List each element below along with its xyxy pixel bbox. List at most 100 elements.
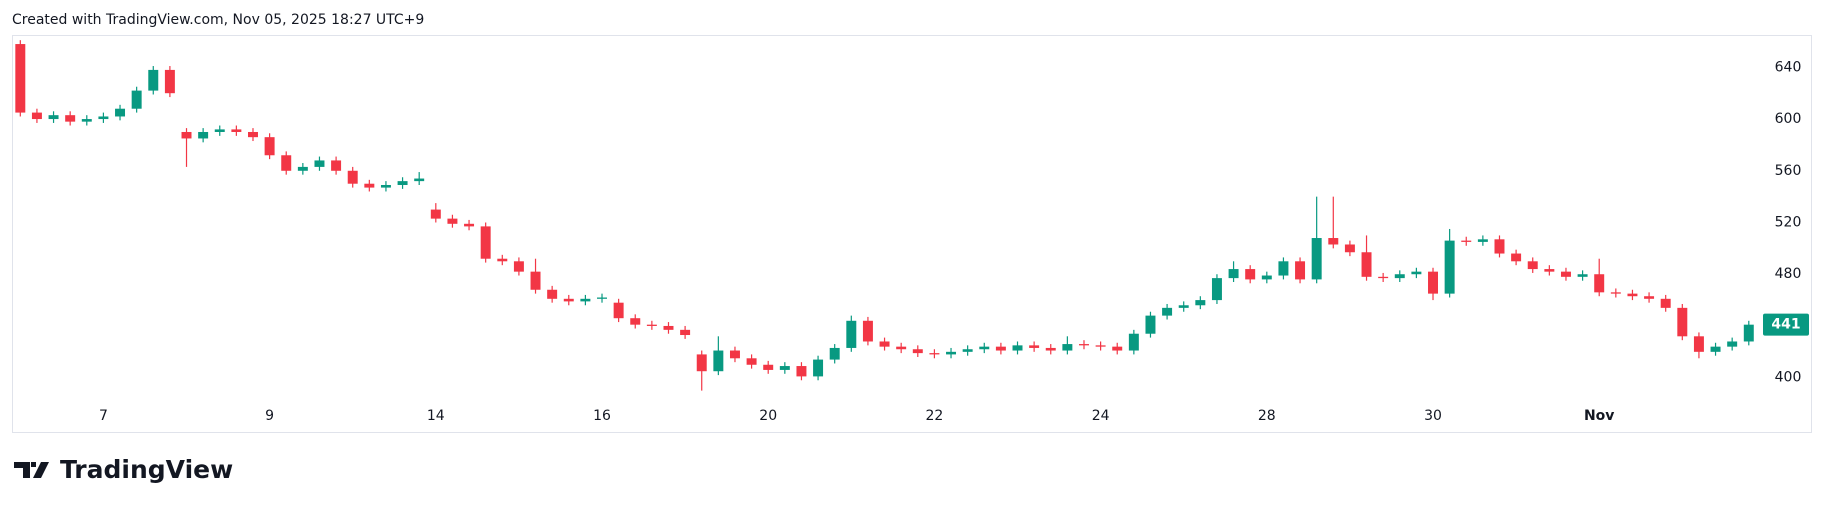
candle-body bbox=[1228, 269, 1239, 279]
y-tick-label: 480 bbox=[1775, 266, 1802, 282]
candle-body bbox=[314, 160, 325, 167]
candle-body bbox=[1278, 261, 1289, 276]
candle-body bbox=[1012, 345, 1023, 351]
candle-body bbox=[1527, 261, 1538, 270]
candle-body bbox=[81, 119, 92, 122]
candle-body bbox=[663, 325, 674, 330]
candle-body bbox=[1211, 278, 1222, 301]
candle-body bbox=[98, 116, 109, 120]
candle-body bbox=[281, 155, 292, 171]
candle-body bbox=[1577, 274, 1588, 277]
candle-body bbox=[813, 359, 824, 377]
candle-body bbox=[1743, 324, 1754, 342]
y-tick-label: 520 bbox=[1775, 215, 1802, 231]
candle-body bbox=[946, 351, 957, 355]
brand-name: TradingView bbox=[60, 455, 233, 484]
candle-body bbox=[331, 160, 342, 171]
x-tick-label: 16 bbox=[593, 408, 611, 424]
candle-body bbox=[630, 318, 641, 325]
candle-body bbox=[1195, 300, 1206, 306]
candle-body bbox=[1261, 275, 1272, 280]
candle-body bbox=[464, 223, 475, 227]
candle-body bbox=[31, 112, 42, 120]
candle-body bbox=[1461, 240, 1472, 242]
candle-body bbox=[1610, 292, 1621, 294]
candle-body bbox=[347, 170, 358, 184]
candle-body bbox=[1045, 347, 1056, 351]
candle-body bbox=[763, 364, 774, 370]
candle-body bbox=[1344, 244, 1355, 253]
candle-body bbox=[1693, 336, 1704, 352]
candle-body bbox=[164, 69, 175, 94]
candle-body bbox=[1361, 252, 1372, 277]
candle-body bbox=[1128, 333, 1139, 351]
candle-body bbox=[912, 349, 923, 354]
last-price-label: 441 bbox=[1771, 317, 1800, 333]
candle-body bbox=[1627, 293, 1638, 297]
candle-body bbox=[1178, 305, 1189, 308]
candle-body bbox=[995, 346, 1006, 351]
x-tick-label: 14 bbox=[427, 408, 445, 424]
candle-body bbox=[447, 218, 458, 224]
candle-body bbox=[580, 298, 591, 302]
candle-body bbox=[613, 302, 624, 319]
x-tick-label: 22 bbox=[925, 408, 943, 424]
candle-body bbox=[65, 115, 76, 122]
candle-body bbox=[480, 226, 491, 259]
candle-body bbox=[1444, 240, 1455, 294]
candle-body bbox=[779, 366, 790, 370]
candle-body bbox=[1378, 276, 1389, 279]
candle-body bbox=[547, 289, 558, 299]
y-tick-label: 400 bbox=[1775, 370, 1802, 386]
candle-body bbox=[131, 90, 142, 109]
candle-body bbox=[264, 137, 275, 156]
candle-body bbox=[846, 320, 857, 348]
candle-body bbox=[1162, 307, 1173, 316]
candle-body bbox=[746, 358, 757, 365]
candle-body bbox=[597, 297, 607, 299]
candle-body bbox=[1411, 271, 1422, 275]
last-price-box bbox=[1763, 313, 1809, 336]
candle-body bbox=[680, 329, 691, 336]
y-tick-label: 640 bbox=[1775, 59, 1802, 75]
candle-body bbox=[1660, 298, 1671, 308]
y-tick-label: 560 bbox=[1775, 163, 1802, 179]
candle-body bbox=[1644, 296, 1655, 299]
candle-body bbox=[1311, 238, 1322, 280]
candle-body bbox=[1145, 315, 1156, 334]
candle-body bbox=[248, 131, 258, 138]
candle-body bbox=[929, 353, 940, 355]
candle-body bbox=[696, 354, 707, 372]
candle-body bbox=[380, 185, 391, 188]
candle-body bbox=[497, 258, 508, 262]
candle-body bbox=[15, 44, 26, 113]
candle-body bbox=[513, 261, 524, 272]
candle-body bbox=[48, 115, 59, 120]
candle-body bbox=[297, 166, 308, 171]
candle-body bbox=[1544, 269, 1555, 272]
logo-icon bbox=[14, 462, 49, 478]
candle-body bbox=[1245, 269, 1256, 280]
candle-body bbox=[1095, 345, 1106, 347]
candle-body bbox=[1079, 344, 1089, 346]
candle-body bbox=[364, 183, 375, 188]
candle-body bbox=[1710, 346, 1721, 352]
candle-body bbox=[1727, 341, 1738, 347]
candle-body bbox=[1594, 274, 1605, 293]
candle-body bbox=[896, 346, 907, 350]
candle-body bbox=[1328, 238, 1339, 245]
header-text: Created with TradingView.com, Nov 05, 20… bbox=[12, 12, 424, 28]
candle-body bbox=[979, 346, 990, 350]
candle-body bbox=[879, 341, 890, 347]
candle-body bbox=[1394, 274, 1405, 279]
candle-body bbox=[148, 69, 159, 91]
x-tick-label: 9 bbox=[265, 408, 274, 424]
candle-body bbox=[1477, 239, 1488, 242]
candle-body bbox=[430, 209, 441, 219]
x-tick-label: 7 bbox=[99, 408, 108, 424]
candle-body bbox=[115, 108, 126, 117]
candle-body bbox=[198, 131, 209, 139]
candle-body bbox=[1511, 253, 1522, 262]
candle-body bbox=[1062, 344, 1073, 351]
